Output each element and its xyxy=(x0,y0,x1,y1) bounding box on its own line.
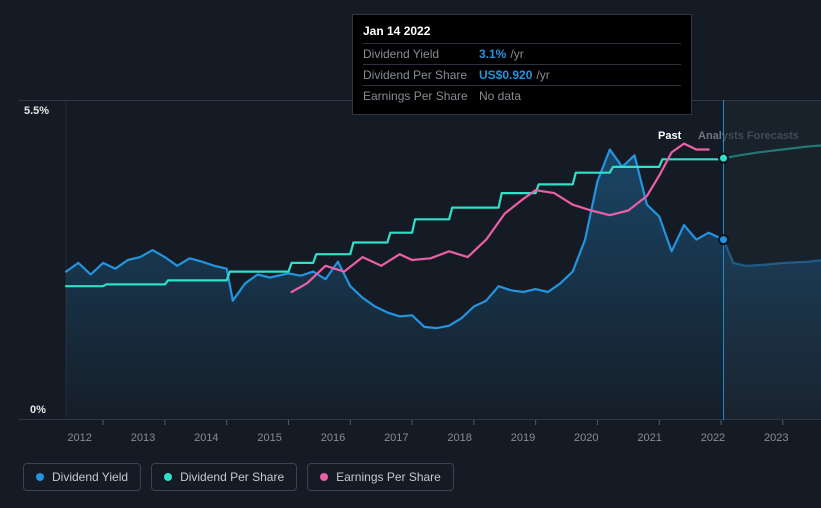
legend-swatch xyxy=(164,473,172,481)
tooltip-nodata: No data xyxy=(479,89,521,103)
tooltip-key: Earnings Per Share xyxy=(363,89,479,103)
x-axis-tick: 2015 xyxy=(238,432,301,444)
tooltip-key: Dividend Yield xyxy=(363,47,479,61)
x-axis-tick: 2021 xyxy=(618,432,681,444)
tooltip-row: Dividend Yield3.1% /yr xyxy=(363,43,681,64)
legend-label: Dividend Yield xyxy=(52,470,128,484)
chart-plot[interactable] xyxy=(18,100,807,420)
x-axis-tick: 2017 xyxy=(365,432,428,444)
tooltip-row: Earnings Per ShareNo data xyxy=(363,85,681,106)
x-axis-tick: 2012 xyxy=(48,432,111,444)
tooltip-suffix: /yr xyxy=(510,47,523,61)
legend-swatch xyxy=(320,473,328,481)
legend-item-dividend-per-share[interactable]: Dividend Per Share xyxy=(151,463,297,491)
series-marker-dividend-per-share xyxy=(719,154,728,163)
x-axis-tick: 2023 xyxy=(745,432,808,444)
x-axis-tick: 2022 xyxy=(681,432,744,444)
tooltip-key: Dividend Per Share xyxy=(363,68,479,82)
x-axis-tick: 2019 xyxy=(491,432,554,444)
x-axis: 2012201320142015201620172018201920202021… xyxy=(48,432,808,444)
series-marker-dividend-yield xyxy=(719,235,728,244)
legend-item-earnings-per-share[interactable]: Earnings Per Share xyxy=(307,463,454,491)
legend-label: Dividend Per Share xyxy=(180,470,284,484)
legend-label: Earnings Per Share xyxy=(336,470,441,484)
x-axis-tick: 2018 xyxy=(428,432,491,444)
tooltip-value: 3.1% xyxy=(479,47,506,61)
chart-legend: Dividend Yield Dividend Per Share Earnings… xyxy=(23,463,454,491)
x-axis-tick: 2014 xyxy=(175,432,238,444)
legend-item-dividend-yield[interactable]: Dividend Yield xyxy=(23,463,141,491)
tooltip-suffix: /yr xyxy=(536,68,549,82)
x-axis-tick: 2013 xyxy=(111,432,174,444)
tooltip-date: Jan 14 2022 xyxy=(363,21,681,43)
tooltip-row: Dividend Per ShareUS$0.920/yr xyxy=(363,64,681,85)
tooltip-value: US$0.920 xyxy=(479,68,532,82)
x-axis-tick: 2020 xyxy=(555,432,618,444)
legend-swatch xyxy=(36,473,44,481)
x-axis-tick: 2016 xyxy=(301,432,364,444)
chart-tooltip: Jan 14 2022 Dividend Yield3.1%/yrDividen… xyxy=(352,14,692,115)
